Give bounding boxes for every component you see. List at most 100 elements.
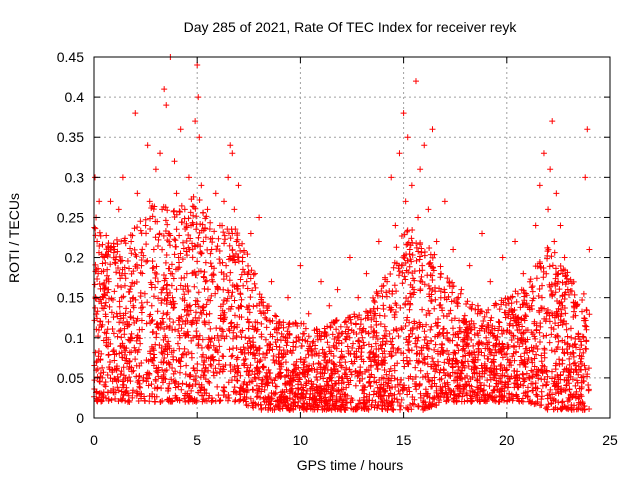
data-point xyxy=(121,270,128,277)
data-point xyxy=(374,290,381,297)
data-point xyxy=(486,346,493,353)
data-point xyxy=(568,280,575,287)
data-point xyxy=(582,345,589,352)
data-point xyxy=(444,347,451,354)
data-point xyxy=(192,309,199,316)
data-point xyxy=(202,215,209,222)
data-point xyxy=(114,373,121,380)
data-point xyxy=(407,290,414,297)
data-point xyxy=(417,166,424,173)
data-point xyxy=(130,387,137,394)
data-point xyxy=(465,350,472,357)
data-point xyxy=(444,335,451,342)
data-point xyxy=(491,397,498,404)
data-point xyxy=(349,345,356,352)
data-point xyxy=(486,383,493,390)
data-point xyxy=(114,384,121,391)
data-point xyxy=(381,389,388,396)
data-point xyxy=(507,375,514,382)
data-point xyxy=(425,261,432,268)
data-point xyxy=(207,250,214,257)
data-point xyxy=(551,396,558,403)
data-point xyxy=(95,270,102,277)
data-point xyxy=(551,383,558,390)
data-point xyxy=(181,345,188,352)
data-point xyxy=(247,362,254,369)
data-point xyxy=(121,325,128,332)
data-point xyxy=(115,398,122,405)
data-point xyxy=(102,313,109,320)
data-point xyxy=(409,252,416,259)
data-point xyxy=(436,302,443,309)
data-point xyxy=(279,405,286,412)
data-point xyxy=(196,196,203,203)
data-point xyxy=(449,325,456,332)
data-point xyxy=(250,303,257,310)
data-point xyxy=(300,393,307,400)
data-point xyxy=(160,347,167,354)
data-point xyxy=(403,357,410,364)
data-point xyxy=(328,406,335,413)
data-point xyxy=(304,363,311,370)
data-point xyxy=(438,344,445,351)
data-point xyxy=(395,333,402,340)
data-point xyxy=(120,376,127,383)
data-point xyxy=(96,378,103,385)
data-point xyxy=(308,346,315,353)
data-point xyxy=(169,326,176,333)
data-point xyxy=(264,342,271,349)
data-point xyxy=(278,330,285,337)
data-point xyxy=(141,290,148,297)
data-point xyxy=(581,315,588,322)
data-point xyxy=(119,174,126,181)
data-point xyxy=(439,349,446,356)
data-point xyxy=(212,190,219,197)
data-point xyxy=(196,229,203,236)
data-point xyxy=(557,405,564,412)
data-point xyxy=(404,405,411,412)
data-point xyxy=(571,291,578,298)
data-point xyxy=(243,368,250,375)
data-point xyxy=(338,354,345,361)
data-point xyxy=(157,398,164,405)
data-point xyxy=(131,225,138,232)
data-point xyxy=(118,238,125,245)
data-point xyxy=(501,364,508,371)
data-point xyxy=(93,358,100,365)
data-point xyxy=(456,324,463,331)
data-point xyxy=(218,269,225,276)
data-point xyxy=(283,372,290,379)
data-point xyxy=(159,246,166,253)
data-point xyxy=(378,374,385,381)
data-point xyxy=(126,358,133,365)
data-point xyxy=(368,401,375,408)
data-point xyxy=(238,385,245,392)
data-point xyxy=(138,262,145,269)
data-point xyxy=(431,361,438,368)
data-point xyxy=(457,290,464,297)
data-point xyxy=(551,249,558,256)
data-point xyxy=(431,394,438,401)
data-point xyxy=(412,373,419,380)
data-point xyxy=(403,295,410,302)
data-point xyxy=(529,288,536,295)
data-point xyxy=(351,350,358,357)
data-point xyxy=(250,271,257,278)
data-point xyxy=(420,399,427,406)
data-point xyxy=(381,312,388,319)
x-tick-label: 10 xyxy=(293,432,309,448)
data-point xyxy=(536,309,543,316)
data-point xyxy=(256,345,263,352)
data-point xyxy=(176,208,183,215)
data-point xyxy=(531,320,538,327)
data-point xyxy=(475,348,482,355)
data-point xyxy=(174,396,181,403)
data-point xyxy=(331,370,338,377)
data-point xyxy=(145,382,152,389)
data-point xyxy=(362,315,369,322)
data-point xyxy=(94,308,101,315)
data-point xyxy=(194,258,201,265)
data-point xyxy=(260,364,267,371)
data-point xyxy=(216,369,223,376)
data-point xyxy=(382,274,389,281)
